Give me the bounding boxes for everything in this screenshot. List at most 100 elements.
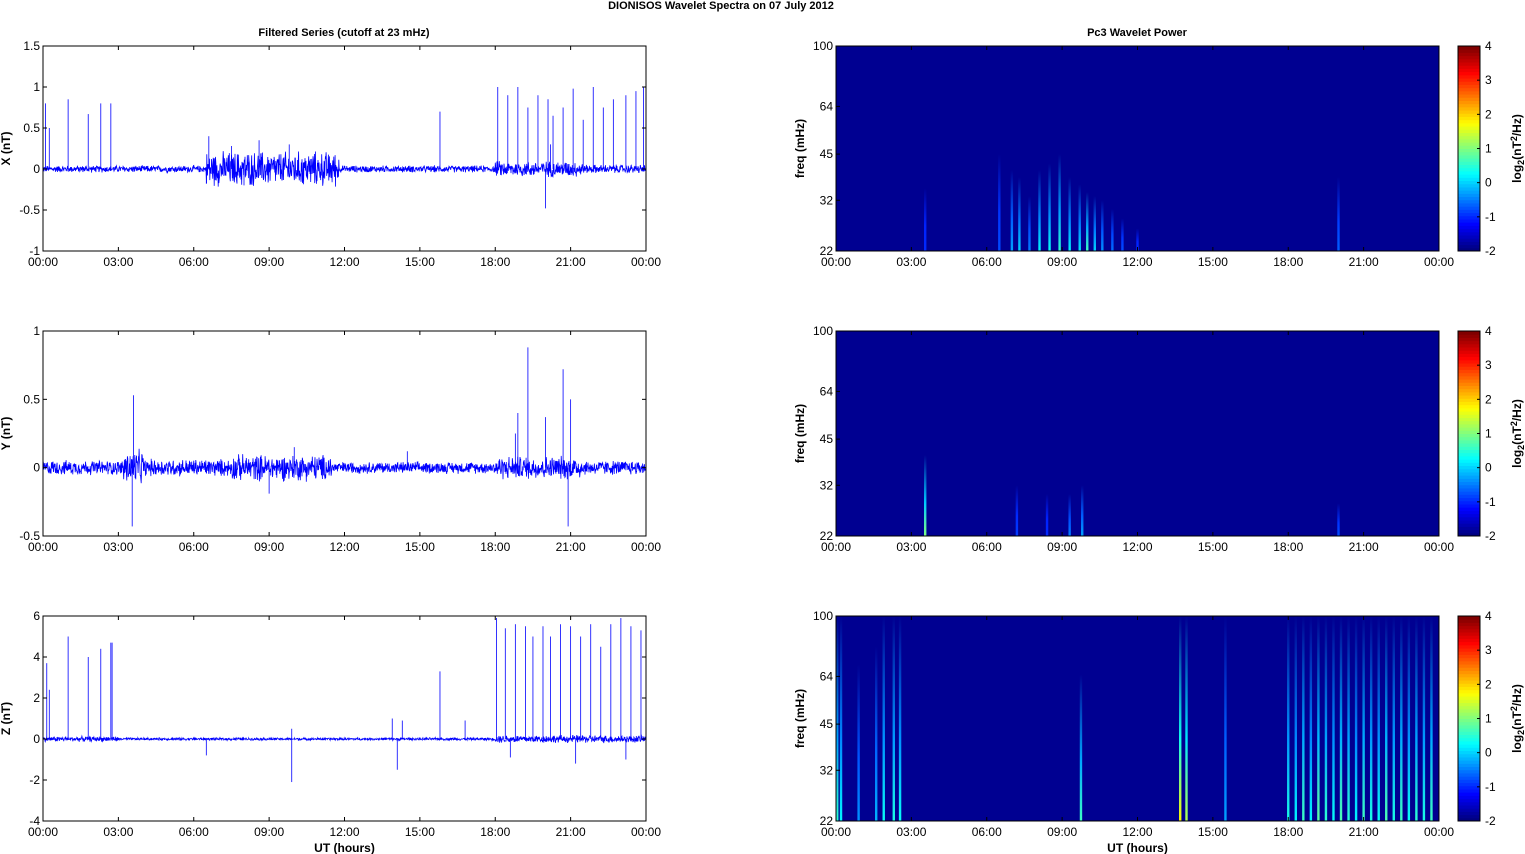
spectrum-z-colorbar-cell [1458,616,1480,620]
spectrum-y-ylabel: freq (mHz) [793,404,807,463]
spectrum-y-xtick-label: 21:00 [1349,540,1379,554]
spectrum-y-xtick-label: 03:00 [896,540,926,554]
spectrum-z-colorbar-cell [1458,753,1480,758]
series-z-ytick-label: 2 [33,691,40,705]
spectrum-z-colorbar [1457,615,1481,822]
spectrum-y-xtick-label: 18:00 [1273,540,1303,554]
series-x-ytick-label: -0.5 [19,203,40,217]
spectrum-z-colorbar-cell [1458,632,1480,636]
spectrum-y-xtick-label: 15:00 [1198,540,1228,554]
spectrum-y-colorbar-cell [1458,468,1480,473]
spectrum-z-colorbar-cell [1458,622,1480,627]
spectrum-z-burst [1317,616,1320,821]
spectrum-x-xtick-label: 12:00 [1122,255,1152,269]
spectrum-x-colorbar-cell [1458,110,1480,114]
series-z-ytick-label: -2 [29,773,40,787]
spectrum-y-colorbar-cell [1458,523,1480,527]
spectrum-x-colorbar-cell [1458,84,1480,89]
spectrum-y-colorbar-tick-label: -1 [1485,495,1496,509]
spectrum-y-colorbar-cell [1458,331,1480,335]
spectrum-z-colorbar-tick-label: -2 [1485,814,1496,828]
spectrum-y-colorbar [1457,330,1481,537]
spectrum-z-colorbar-tick-label: 0 [1485,746,1492,760]
spectrum-z-colorbar-cell [1458,664,1480,668]
spectrum-x-colorbar-cell [1458,142,1480,146]
spectrum-x-colorbar-cell [1458,225,1480,230]
spectrum-x-colorbar-cell [1458,119,1480,124]
spectrum-x-colorbar-cell [1458,196,1480,201]
spectrum-z-xtick-label: 00:00 [821,825,851,839]
spectrum-x-burst [1086,192,1089,251]
spectrum-z-colorbar-cell [1458,721,1480,726]
spectrum-x-colorbar-cell [1458,164,1480,169]
spectrum-x-colorbar-cell [1458,81,1480,85]
series-y-xtick-label: 12:00 [329,540,359,554]
spectrum-x-colorbar-cell [1458,148,1480,153]
spectrum-x-burst [1101,200,1104,251]
spectrum-z-burst [892,616,895,821]
spectrum-z-colorbar-cell [1458,782,1480,787]
spectrum-y-colorbar-cell [1458,449,1480,454]
spectrum-y-burst [1337,503,1340,536]
spectrum-y-colorbar-cell [1458,532,1480,537]
spectrum-z-colorbar-cell [1458,673,1480,678]
spectrum-z-colorbar-cell [1458,702,1480,707]
series-z-xtick-label: 00:00 [28,825,58,839]
spectrum-x-colorbar-cell [1458,58,1480,63]
series-x-xtick-label: 03:00 [103,255,133,269]
spectrum-y-colorbar-cell [1458,462,1480,467]
spectrum-x-colorbar-cell [1458,167,1480,172]
spectrum-z-colorbar-cell [1458,676,1480,681]
spectrum-x-colorbar-cell [1458,190,1480,194]
spectrum-z-colorbar-tick-label: -1 [1485,780,1496,794]
spectrum-y-colorbar-cell [1458,475,1480,479]
spectrum-y-colorbar-cell [1458,455,1480,460]
spectrum-x-colorbar-label-part: 2 [1516,160,1525,165]
spectrum-y-colorbar-cell [1458,526,1480,531]
spectrum-y-colorbar-cell [1458,363,1480,367]
series-z-ytick-label: 0 [33,732,40,746]
series-y-xtick-label: 18:00 [480,540,510,554]
spectrum-z-colorbar-cell [1458,670,1480,675]
spectrum-y-ytick-label: 22 [820,529,834,543]
spectrum-x-burst [1068,177,1071,251]
spectrum-x-colorbar-cell [1458,161,1480,166]
spectrum-y-colorbar-tick-label: -2 [1485,529,1496,543]
spectrum-z-colorbar-cell [1458,708,1480,713]
spectrum-y-panel [835,330,1440,537]
spectrum-y-colorbar-cell [1458,494,1480,499]
spectrum-x-burst [1111,209,1114,251]
spectrum-z-xtick-label: 15:00 [1198,825,1228,839]
spectrum-y-colorbar-cell [1458,471,1480,476]
spectrum-z-burst [1400,616,1403,821]
spectrum-z-colorbar-tick-label: 3 [1485,643,1492,657]
spectrum-y-colorbar-cell [1458,356,1480,361]
spectrum-y-colorbar-cell [1458,359,1480,364]
spectrum-x-colorbar-cell [1458,186,1480,191]
spectrum-z-colorbar-cell [1458,744,1480,748]
series-y-xtick-label: 15:00 [405,540,435,554]
spectrum-y-colorbar-cell [1458,427,1480,431]
spectrum-x-colorbar-cell [1458,212,1480,217]
spectrum-z-burst [1302,616,1305,821]
spectrum-z-colorbar-cell [1458,641,1480,646]
spectrum-x-colorbar-cell [1458,129,1480,133]
spectrum-y-colorbar-cell [1458,353,1480,358]
spectrum-y-colorbar-cell [1458,510,1480,515]
left-column-title: Filtered Series (cutoff at 23 mHz) [258,27,429,39]
spectrum-z-colorbar-cell [1458,737,1480,742]
spectrum-y-colorbar-label-part: /Hz) [1510,399,1524,421]
spectrum-z-burst [898,616,902,821]
spectrum-x-colorbar-cell [1458,202,1480,207]
spectrum-x-colorbar-tick-label: 3 [1485,73,1492,87]
spectrum-y-colorbar-cell [1458,340,1480,345]
spectrum-z-colorbar-cell [1458,728,1480,732]
spectrum-x-panel [835,45,1440,252]
series-z-trace [42,734,647,744]
series-z-ytick-label: 6 [33,609,40,623]
spectrum-y-colorbar-cell [1458,507,1480,511]
spectrum-x-colorbar-cell [1458,231,1480,236]
spectrum-z-colorbar-cell [1458,788,1480,793]
spectrum-y-colorbar-cell [1458,395,1480,399]
spectrum-x-colorbar-cell [1458,206,1480,210]
